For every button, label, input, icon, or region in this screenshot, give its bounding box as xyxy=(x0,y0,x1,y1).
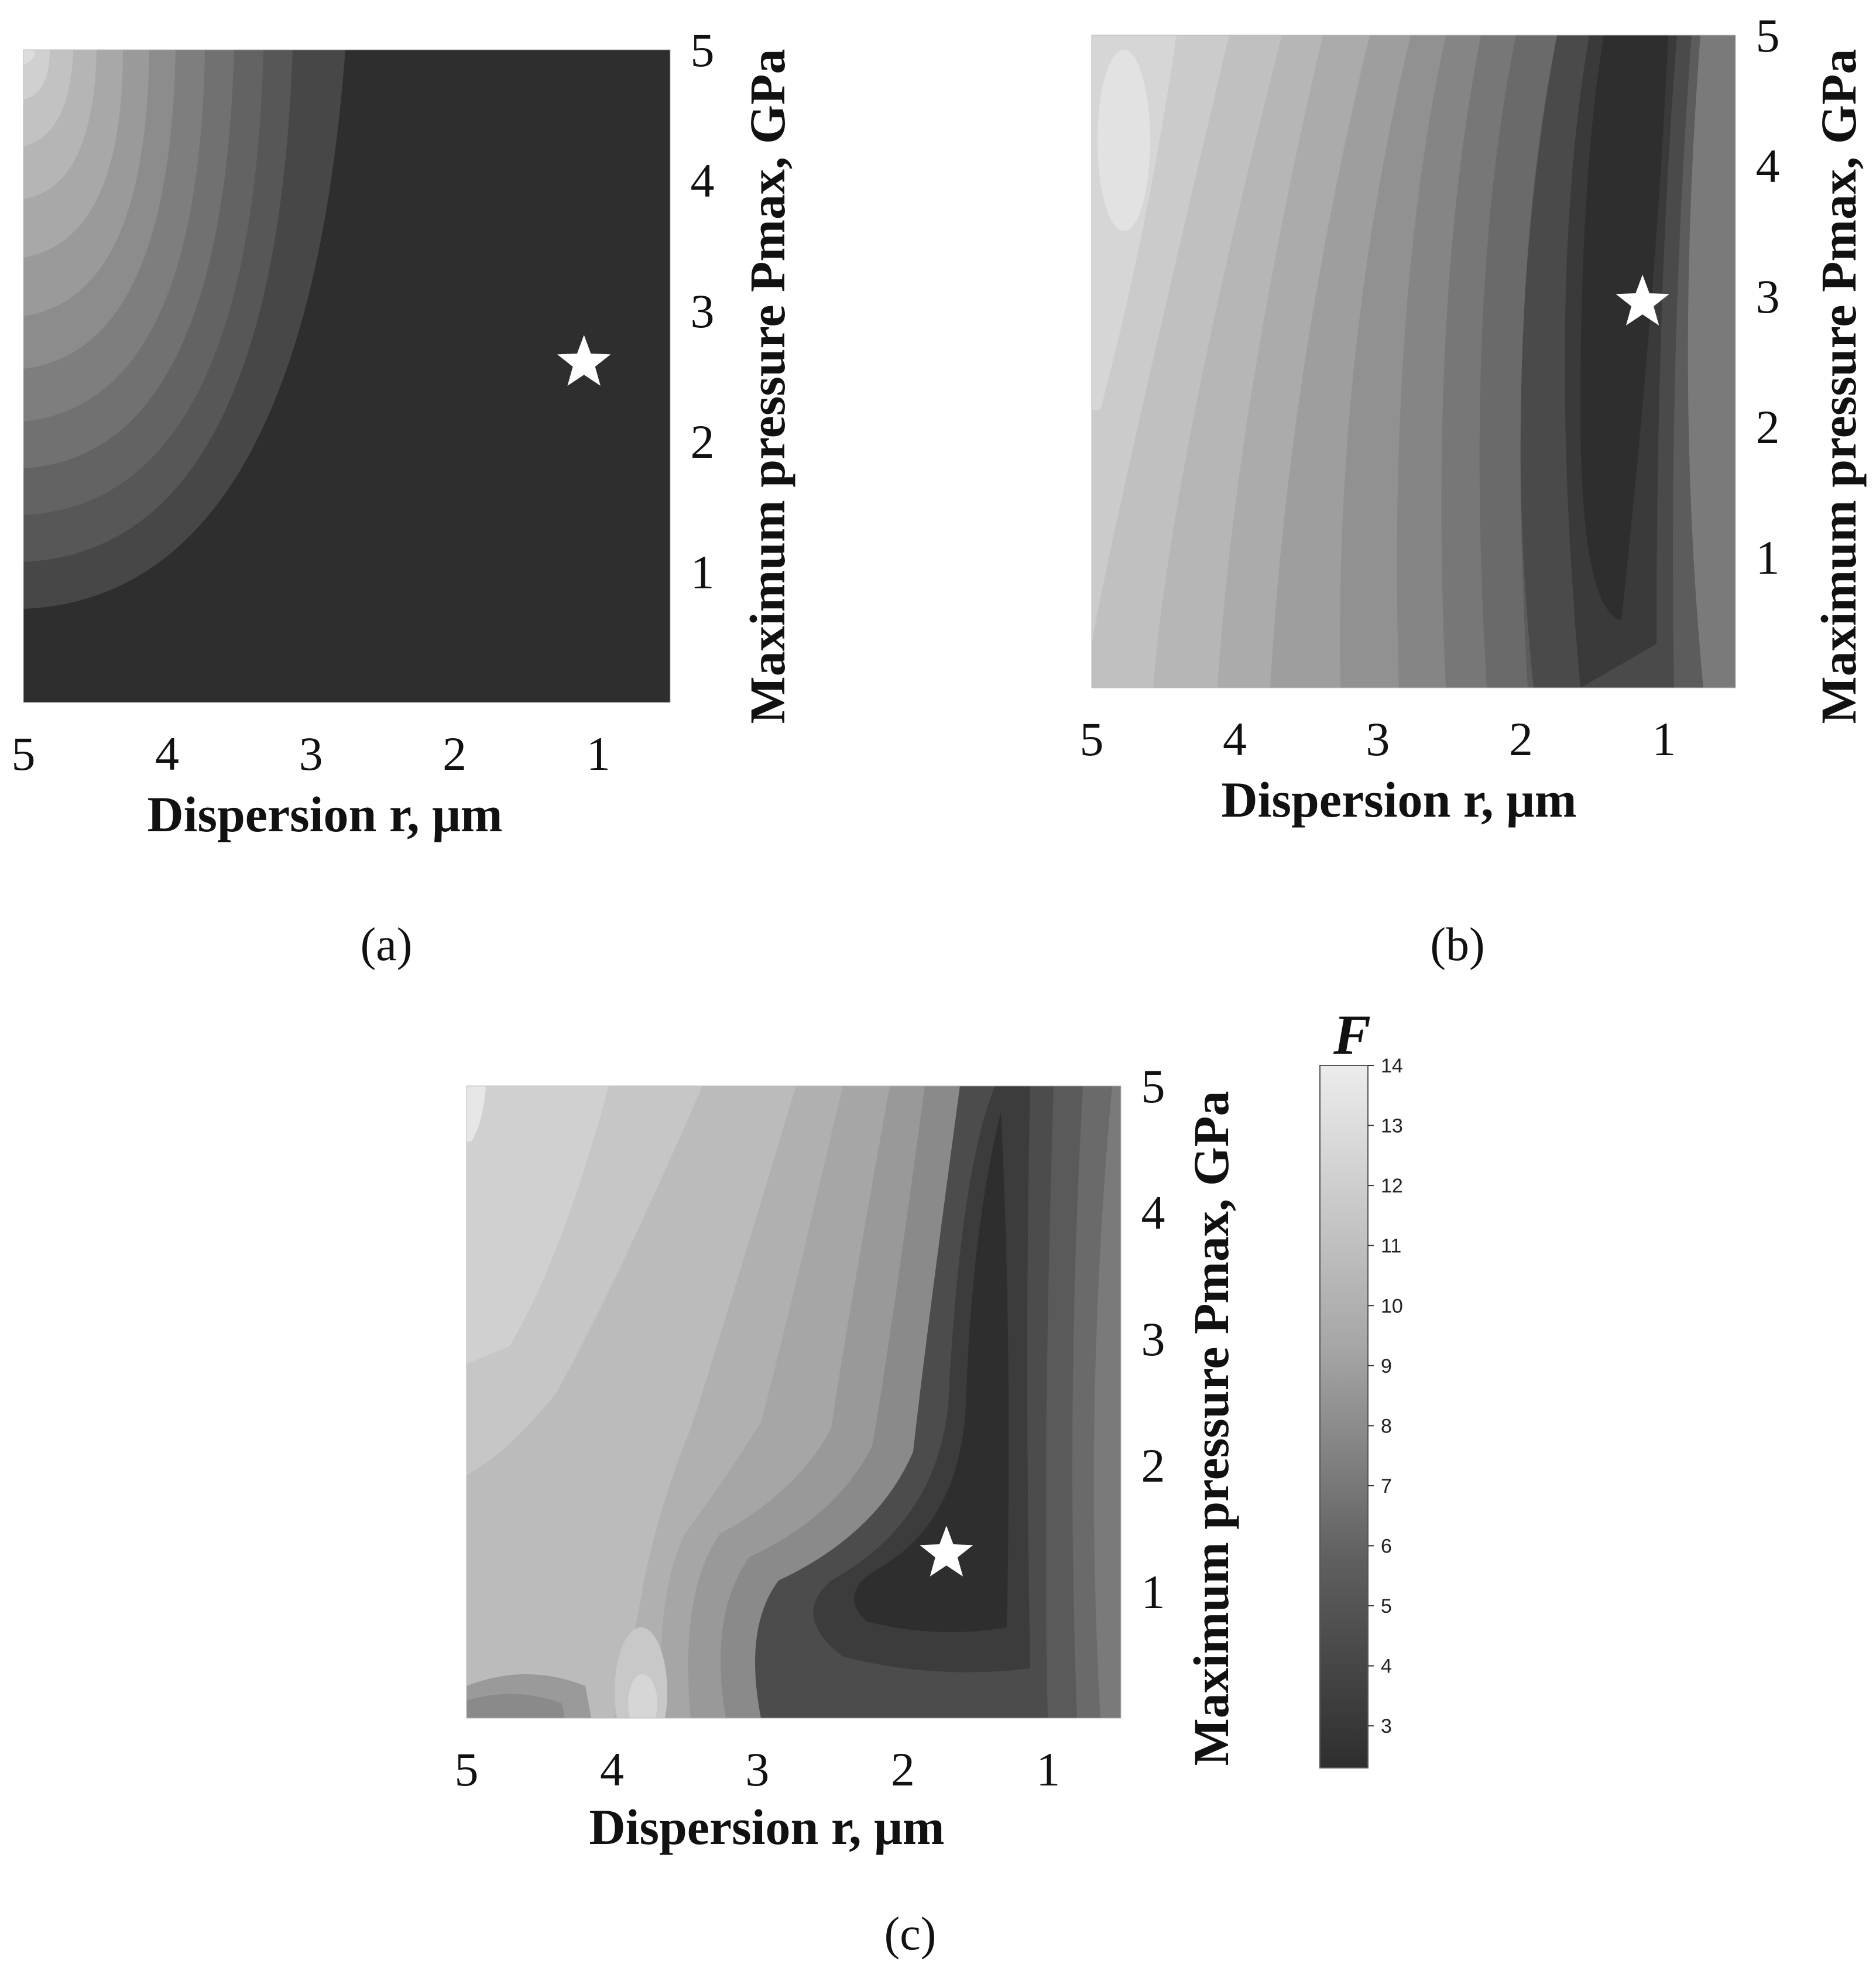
y-tick-label: 3 xyxy=(1756,270,1780,323)
x-tick-label: 1 xyxy=(1652,712,1676,766)
x-tick-label: 2 xyxy=(443,727,467,780)
panel-b: 5 4 3 2 1 1 2 3 4 5 Dispersion r, μm Maximum pre… xyxy=(1080,9,1867,971)
colorbar-tick-label: 11 xyxy=(1381,1235,1401,1257)
colorbar-tick-label: 5 xyxy=(1381,1595,1392,1617)
y-axis-label: Maximum pressure Pmax, GPa xyxy=(739,49,795,724)
panel-caption-a: (a) xyxy=(361,919,413,971)
x-tick-label: 5 xyxy=(1080,712,1104,766)
colorbar-tick-label: 9 xyxy=(1381,1355,1392,1377)
y-tick-label: 1 xyxy=(691,546,715,599)
panel-c: 5 4 3 2 1 1 2 3 4 5 Dispersion r, μm Maximum pre… xyxy=(455,1060,1240,1960)
y-tick-label: 2 xyxy=(691,415,715,468)
x-tick-label: 3 xyxy=(1366,712,1390,766)
x-tick-label: 1 xyxy=(1036,1743,1060,1796)
colorbar-gradient xyxy=(1319,1065,1369,1768)
x-tick-label: 4 xyxy=(155,727,179,780)
colorbar-title: F xyxy=(1333,1003,1371,1066)
colorbar: F 3 4 5 6 7 8 9 10 11 12 13 14 xyxy=(1319,1003,1403,1768)
panel-caption-c: (c) xyxy=(884,1908,937,1960)
y-axis-label: Maximum pressure Pmax, GPa xyxy=(1183,1091,1239,1766)
x-tick-label: 2 xyxy=(891,1743,915,1796)
x-axis-label: Dispersion r, μm xyxy=(589,1799,945,1855)
y-tick-label: 5 xyxy=(691,23,715,77)
panel-a: 5 4 3 2 1 1 2 3 4 5 Dispersion r, μm Maximum pre… xyxy=(12,23,796,971)
x-axis-label: Dispersion r, μm xyxy=(148,786,503,842)
optimum-star-marker xyxy=(1616,275,1669,325)
contour-fill-b xyxy=(1092,35,1736,688)
colorbar-tick-label: 3 xyxy=(1381,1715,1392,1737)
y-tick-label: 5 xyxy=(1756,9,1780,62)
x-tick-label: 4 xyxy=(600,1743,624,1796)
y-tick-label: 1 xyxy=(1756,531,1780,584)
colorbar-tick-label: 13 xyxy=(1381,1115,1403,1137)
optimum-star-marker xyxy=(557,335,611,386)
y-tick-label: 2 xyxy=(1141,1439,1165,1492)
y-tick-label: 2 xyxy=(1756,400,1780,454)
y-tick-label: 3 xyxy=(1141,1312,1165,1366)
x-tick-label: 4 xyxy=(1223,712,1247,766)
panel-caption-b: (b) xyxy=(1430,919,1484,971)
x-tick-label: 5 xyxy=(455,1743,479,1796)
colorbar-tick-label: 14 xyxy=(1381,1055,1403,1077)
colorbar-tick-label: 8 xyxy=(1381,1415,1392,1437)
plot-frame-c xyxy=(466,1085,1122,1719)
x-tick-label: 1 xyxy=(587,727,611,780)
y-tick-label: 4 xyxy=(1756,139,1780,193)
optimum-star-marker xyxy=(920,1526,973,1576)
colorbar-tick-label: 10 xyxy=(1381,1295,1403,1317)
colorbar-tick-label: 12 xyxy=(1381,1175,1403,1197)
x-tick-label: 5 xyxy=(12,727,36,780)
colorbar-tick-label: 6 xyxy=(1381,1535,1392,1558)
y-axis-label: Maximum pressure Pmax, GPa xyxy=(1810,49,1867,724)
y-tick-label: 4 xyxy=(1141,1186,1165,1239)
colorbar-tick-label: 7 xyxy=(1381,1475,1392,1497)
x-tick-label: 3 xyxy=(745,1743,769,1796)
y-tick-label: 1 xyxy=(1141,1565,1165,1619)
x-tick-label: 3 xyxy=(299,727,323,780)
contour-fill-c xyxy=(467,1086,1121,1718)
y-tick-label: 3 xyxy=(691,285,715,338)
x-tick-label: 2 xyxy=(1509,712,1533,766)
colorbar-tick-label: 4 xyxy=(1381,1655,1392,1678)
y-tick-label: 4 xyxy=(691,154,715,207)
plot-frame-a xyxy=(23,49,671,703)
x-axis-label: Dispersion r, μm xyxy=(1222,772,1577,828)
plot-frame-b xyxy=(1091,35,1736,688)
contour-fill-a xyxy=(23,50,670,702)
y-tick-label: 5 xyxy=(1141,1060,1165,1113)
